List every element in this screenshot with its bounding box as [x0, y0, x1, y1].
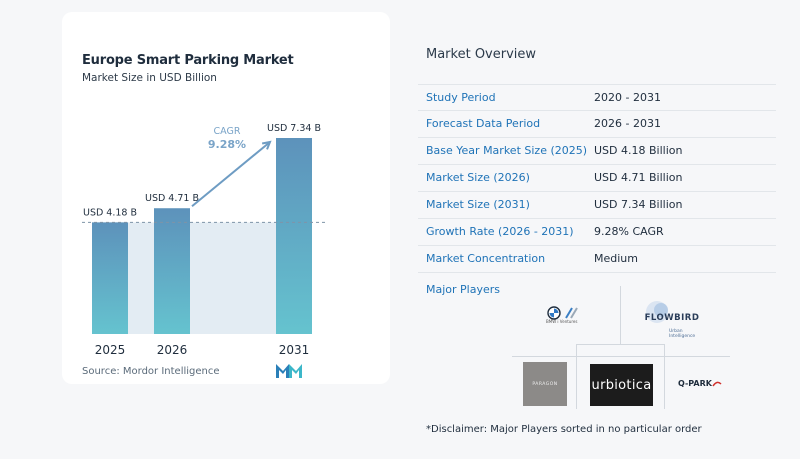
- bar-value-label: USD 4.18 B: [83, 207, 137, 218]
- cagr-arrow: [191, 141, 271, 208]
- overview-row: Base Year Market Size (2025) USD 4.18 Bil…: [418, 138, 776, 165]
- qpark-swoosh-icon: [712, 381, 722, 387]
- overview-row: Forecast Data Period 2026 - 2031: [418, 111, 776, 138]
- qpark-name: Q-PARK: [678, 378, 712, 388]
- bar-chart: USD 4.18 B 2025 USD 4.71 B 2026 USD 7.34 B 20…: [82, 123, 328, 357]
- chart-subtitle: Market Size in USD Billion: [82, 72, 217, 84]
- overview-row-value: Medium: [594, 252, 638, 265]
- x-tick-label: 2031: [279, 343, 310, 357]
- overview-row-value: 2020 - 2031: [594, 91, 661, 104]
- overview-table: Study Period 2020 - 2031 Forecast Data Per…: [418, 84, 776, 273]
- x-tick-label: 2026: [157, 343, 188, 357]
- overview-row-value: USD 7.34 Billion: [594, 198, 683, 211]
- paragon-logo: PARAGON: [523, 362, 567, 406]
- bar-value-label: USD 7.34 B: [267, 123, 321, 134]
- chart-card: Europe Smart Parking Market Market Size …: [62, 12, 390, 384]
- overview-row-value: 9.28% CAGR: [594, 225, 664, 238]
- player-divider: [576, 344, 664, 345]
- overview-row-label: Study Period: [426, 91, 496, 104]
- disclaimer: *Disclaimer: Major Players sorted in no …: [426, 424, 702, 435]
- overview-row: Market Size (2031) USD 7.34 Billion: [418, 192, 776, 219]
- source-note: Source: Mordor Intelligence: [82, 366, 220, 377]
- overview-row-value: USD 4.71 Billion: [594, 171, 683, 184]
- bar: [92, 222, 128, 334]
- overview-row: Study Period 2020 - 2031: [418, 84, 776, 111]
- paragon-name: PARAGON: [532, 381, 558, 387]
- flowbird-logo: FLOWBIRD Urban Intelligence: [643, 300, 701, 339]
- bmw-sub: BMW i Ventures: [546, 319, 578, 324]
- urbiotica-logo: urbiotica: [590, 364, 653, 406]
- overview-row-value: USD 4.18 Billion: [594, 144, 683, 157]
- reference-band: [128, 222, 276, 334]
- bar: [276, 138, 312, 334]
- urbiotica-name: urbiotica: [591, 377, 652, 393]
- overview-row-label: Market Concentration: [426, 252, 546, 265]
- overview-row: Market Size (2026) USD 4.71 Billion: [418, 165, 776, 192]
- overview-row-label: Market Size (2031): [426, 198, 530, 211]
- overview-row: Growth Rate (2026 - 2031) 9.28% CAGR: [418, 219, 776, 246]
- cagr-value: 9.28%: [208, 138, 246, 151]
- overview-row-label: Forecast Data Period: [426, 117, 541, 130]
- overview-row-value: 2026 - 2031: [594, 117, 661, 130]
- flowbird-bird-icon: [646, 301, 668, 323]
- x-tick-label: 2025: [95, 343, 126, 357]
- player-divider: [620, 286, 621, 344]
- bar: [154, 208, 190, 334]
- overview-row-label: Market Size (2026): [426, 171, 530, 184]
- cagr-arrowhead-icon: [261, 140, 272, 150]
- player-divider: [664, 344, 665, 409]
- bmw-roundel-icon: [547, 306, 578, 320]
- player-divider: [512, 356, 730, 357]
- bmw-logo: BMW i Ventures: [546, 302, 586, 326]
- flowbird-name: FLOWBIRD: [644, 313, 700, 323]
- flowbird-sub: Urban Intelligence: [669, 329, 696, 339]
- mordor-logo-icon: [276, 364, 302, 378]
- overview-row-label: Growth Rate (2026 - 2031): [426, 225, 574, 238]
- overview-title: Market Overview: [426, 47, 537, 62]
- cagr-label: CAGR: [214, 126, 241, 137]
- players-title: Major Players: [426, 283, 500, 296]
- chart-title: Europe Smart Parking Market: [82, 53, 294, 68]
- overview-row: Market Concentration Medium: [418, 246, 776, 273]
- overview-row-label: Base Year Market Size (2025): [426, 144, 588, 157]
- player-divider: [576, 344, 577, 409]
- qpark-logo: Q-PARK: [678, 374, 722, 392]
- bar-value-label: USD 4.71 B: [145, 193, 199, 204]
